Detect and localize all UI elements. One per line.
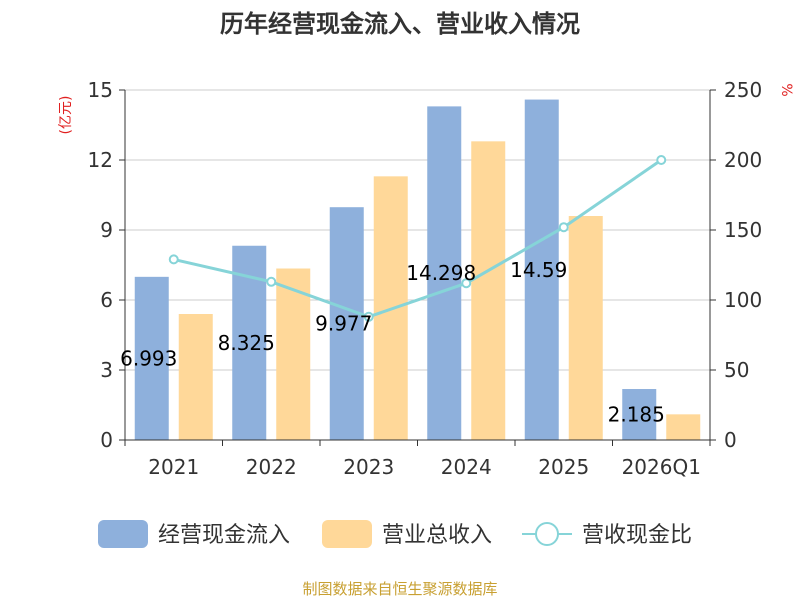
data-labels: 6.993 8.325 9.977 14.298 14.59 2.185 xyxy=(120,258,665,427)
bar-cash-inflow xyxy=(134,276,169,440)
ratio-line xyxy=(168,155,667,322)
data-label: 2.185 xyxy=(608,403,665,427)
y-left-tick-label: 15 xyxy=(88,78,113,102)
y-right-tick-label: 150 xyxy=(724,218,762,242)
y-right-unit: % xyxy=(778,83,794,96)
y-left-tick-label: 3 xyxy=(100,358,113,382)
y-right-tick-label: 0 xyxy=(724,428,737,452)
ratio-point xyxy=(363,311,374,322)
y-left-tick-label: 6 xyxy=(100,288,113,312)
y-right-tick-label: 200 xyxy=(724,148,762,172)
ratio-point xyxy=(266,276,277,287)
x-tick-label: 2024 xyxy=(441,455,492,479)
y-right-tick-label: 100 xyxy=(724,288,762,312)
y-left-unit: (亿元) xyxy=(58,96,74,135)
bar-revenue xyxy=(568,216,603,440)
legend: 经营现金流入 营业总收入 营收现金比 xyxy=(98,520,692,548)
x-tick-label: 2021 xyxy=(148,455,199,479)
bar-revenue xyxy=(276,268,311,440)
ratio-line-path xyxy=(173,158,663,319)
chart-title: 历年经营现金流入、营业收入情况 xyxy=(220,10,580,38)
x-tick-label: 2023 xyxy=(343,455,394,479)
y-right-tick-label: 250 xyxy=(724,78,762,102)
ratio-point xyxy=(168,254,179,265)
bar-cash-inflow xyxy=(427,106,462,440)
legend-label: 营业总收入 xyxy=(382,523,492,548)
bar-cash-inflow xyxy=(329,207,364,440)
source-note: 制图数据来自恒生聚源数据库 xyxy=(302,580,497,598)
y-left-tick-label: 9 xyxy=(100,218,113,242)
bar-cash-inflow xyxy=(524,99,559,441)
grid xyxy=(125,89,710,371)
bar-revenue xyxy=(178,314,213,440)
ratio-point xyxy=(461,278,472,289)
x-tick-label: 2022 xyxy=(246,455,297,479)
data-label: 8.325 xyxy=(218,331,275,355)
data-label: 14.59 xyxy=(510,258,567,282)
bar-cash-inflow xyxy=(622,389,657,440)
data-label: 6.993 xyxy=(120,346,177,370)
y-left-tick-label: 12 xyxy=(88,148,113,172)
x-tick-label: 2026Q1 xyxy=(622,455,701,479)
legend-swatch xyxy=(322,520,372,548)
ratio-point xyxy=(656,155,667,165)
ratio-point xyxy=(558,222,569,233)
bar-revenue xyxy=(471,141,506,441)
legend-marker xyxy=(535,522,559,546)
bar-revenue xyxy=(666,414,701,440)
legend-label: 营收现金比 xyxy=(582,523,692,548)
y-right-tick-label: 50 xyxy=(724,358,749,382)
data-label: 9.977 xyxy=(315,312,372,336)
legend-label: 经营现金流入 xyxy=(158,523,290,548)
y-left-tick-label: 0 xyxy=(100,428,113,452)
data-label: 14.298 xyxy=(406,261,476,285)
legend-swatch xyxy=(98,520,148,548)
x-tick-label: 2025 xyxy=(538,455,589,479)
